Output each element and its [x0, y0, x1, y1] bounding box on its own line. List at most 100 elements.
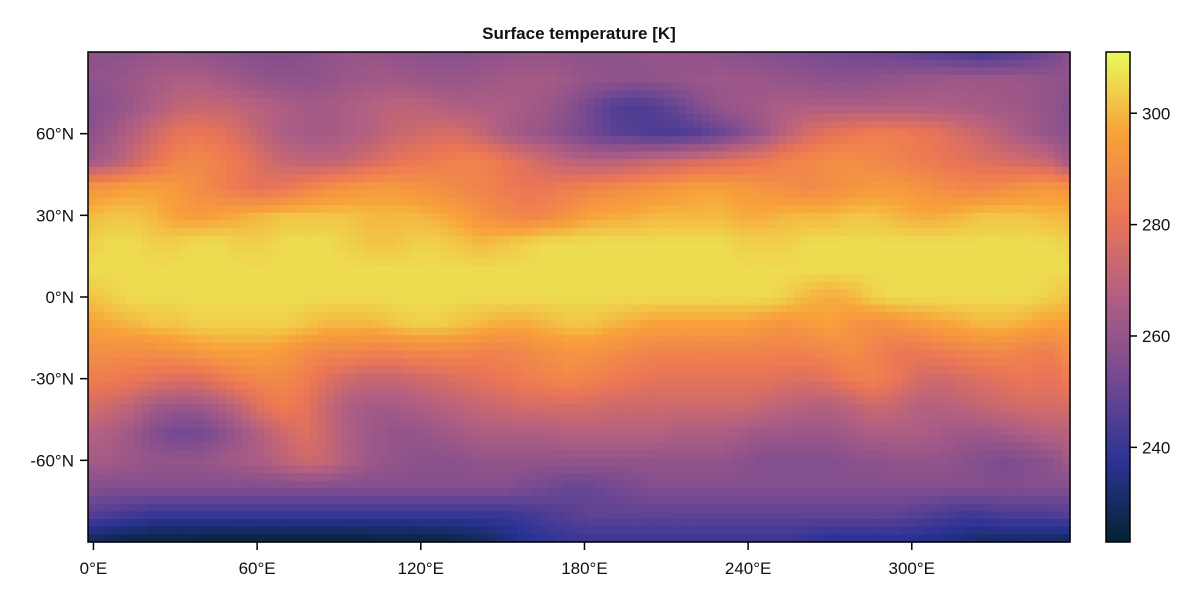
heatmap-cell — [678, 228, 687, 237]
heatmap-cell — [494, 212, 503, 222]
heatmap-cell — [839, 220, 849, 229]
heatmap-cell — [210, 197, 220, 206]
heatmap-cell — [993, 151, 1002, 160]
heatmap-cell — [1023, 342, 1033, 352]
heatmap-cell — [486, 113, 496, 122]
heatmap-cell — [855, 197, 864, 206]
heatmap-cell — [509, 128, 519, 137]
heatmap-cell — [95, 312, 104, 321]
heatmap-cell — [333, 143, 342, 153]
heatmap-cell — [931, 258, 941, 267]
heatmap-cell — [970, 197, 979, 206]
heatmap-cell — [371, 212, 381, 222]
heatmap-cell — [417, 281, 427, 290]
heatmap-cell — [111, 174, 120, 183]
heatmap-cell — [954, 304, 964, 313]
heatmap-cell — [149, 74, 158, 84]
heatmap-cell — [111, 197, 120, 206]
heatmap-cell — [532, 189, 542, 199]
heatmap-cell — [993, 312, 1002, 321]
heatmap-cell — [778, 335, 787, 344]
heatmap-cell — [901, 74, 910, 84]
heatmap-cell — [126, 319, 135, 329]
heatmap-cell — [1031, 97, 1040, 107]
heatmap-cell — [763, 251, 772, 260]
heatmap-cell — [617, 220, 626, 229]
heatmap-cell — [939, 319, 948, 329]
heatmap-cell — [717, 220, 726, 229]
heatmap-cell — [509, 258, 519, 267]
heatmap-cell — [187, 159, 196, 168]
heatmap-cell — [809, 304, 818, 313]
heatmap-cell — [847, 281, 856, 290]
heatmap-cell — [118, 335, 127, 344]
heatmap-cell — [333, 59, 342, 68]
heatmap-cell — [1039, 274, 1048, 283]
heatmap-cell — [371, 205, 381, 214]
heatmap-cell — [1039, 143, 1048, 153]
heatmap-cell — [218, 251, 227, 260]
heatmap-cell — [1000, 97, 1010, 107]
heatmap-cell — [1000, 74, 1010, 84]
heatmap-cell — [471, 52, 480, 61]
heatmap-cell — [440, 274, 450, 283]
heatmap-cell — [417, 258, 427, 267]
heatmap-cell — [563, 189, 572, 199]
heatmap-cell — [371, 174, 381, 183]
heatmap-cell — [901, 105, 910, 114]
heatmap-cell — [954, 113, 964, 122]
heatmap-cell — [88, 59, 97, 68]
heatmap-cell — [241, 243, 250, 252]
heatmap-cell — [272, 113, 281, 122]
heatmap-cell — [341, 342, 350, 352]
heatmap-cell — [747, 105, 757, 114]
heatmap-cell — [885, 228, 895, 237]
heatmap-cell — [180, 159, 189, 168]
heatmap-cell — [172, 59, 181, 68]
heatmap-cell — [525, 97, 534, 107]
heatmap-cell — [456, 182, 465, 191]
heatmap-cell — [724, 258, 734, 267]
heatmap-cell — [172, 82, 181, 91]
heatmap-cell — [632, 312, 641, 321]
heatmap-cell — [509, 274, 519, 283]
heatmap-cell — [410, 197, 419, 206]
heatmap-cell — [939, 182, 948, 191]
heatmap-cell — [809, 182, 818, 191]
heatmap-cell — [855, 289, 864, 298]
heatmap-cell — [532, 258, 542, 267]
heatmap-cell — [916, 174, 925, 183]
heatmap-cell — [832, 128, 841, 137]
heatmap-cell — [95, 228, 104, 237]
heatmap-cell — [939, 281, 948, 290]
heatmap-cell — [456, 266, 465, 275]
heatmap-cell — [954, 327, 964, 336]
heatmap-cell — [793, 182, 803, 191]
heatmap-cell — [747, 174, 757, 183]
heatmap-cell — [640, 212, 649, 222]
heatmap-cell — [671, 128, 680, 137]
heatmap-cell — [540, 128, 549, 137]
heatmap-cell — [410, 143, 419, 153]
heatmap-cell — [555, 212, 565, 222]
heatmap-cell — [287, 281, 296, 290]
heatmap-cell — [172, 342, 181, 352]
heatmap-cell — [801, 67, 810, 76]
heatmap-cell — [993, 243, 1002, 252]
heatmap-cell — [678, 97, 687, 107]
heatmap-cell — [1000, 90, 1010, 99]
heatmap-cell — [486, 166, 496, 176]
heatmap-cell — [625, 312, 634, 321]
heatmap-cell — [103, 59, 112, 68]
heatmap-cell — [916, 97, 925, 107]
heatmap-cell — [402, 182, 411, 191]
heatmap-cell — [977, 266, 987, 275]
heatmap-cell — [555, 304, 565, 313]
heatmap-cell — [908, 251, 918, 260]
heatmap-cell — [924, 67, 933, 76]
heatmap-cell — [502, 59, 511, 68]
heatmap-cell — [387, 312, 396, 321]
heatmap-cell — [1000, 289, 1010, 298]
heatmap-cell — [655, 166, 664, 176]
heatmap-cell — [939, 143, 948, 153]
